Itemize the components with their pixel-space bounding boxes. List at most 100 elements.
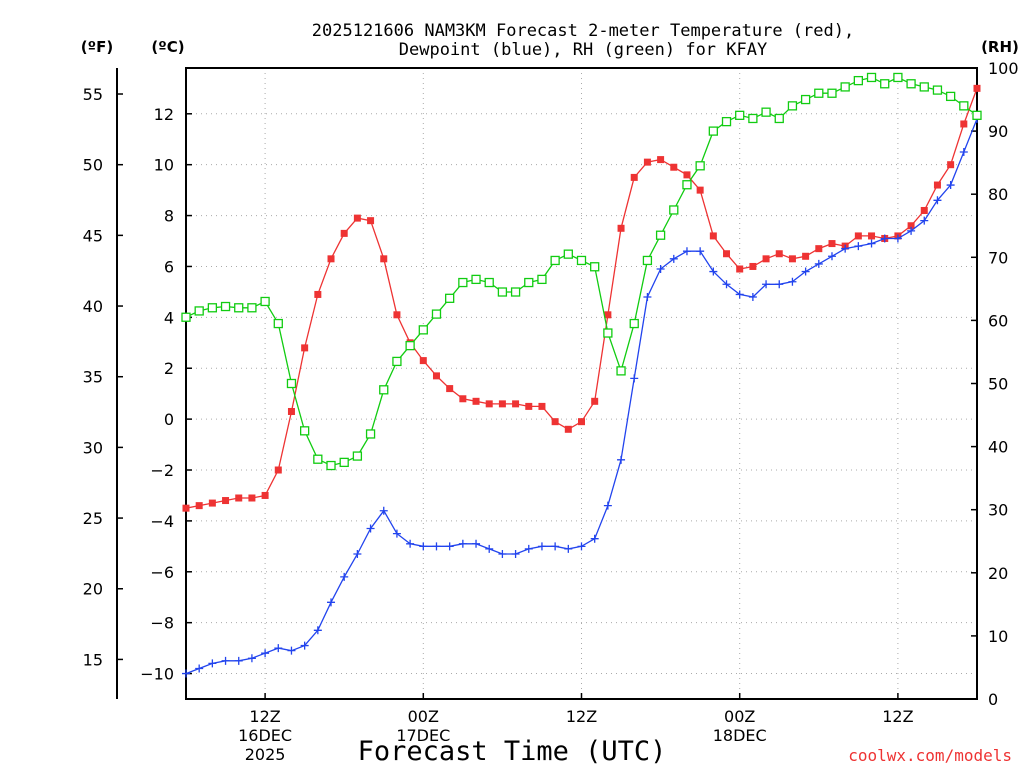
rh-point: [247, 303, 257, 313]
celsius-tick-label: 2: [164, 359, 174, 378]
temperature-point: [868, 232, 876, 240]
rh-point: [339, 457, 349, 468]
rh-point: [655, 230, 666, 240]
rh-point: [827, 88, 837, 98]
chart-title-line1: 2025121606 NAM3KM Forecast 2-meter Tempe…: [312, 21, 854, 41]
dewpoint-point: [524, 544, 533, 553]
rh-point: [761, 107, 771, 117]
dewpoint-point: [208, 659, 217, 668]
temperature-point: [274, 466, 282, 474]
fahrenheit-axis: 15 20 25 30 35 40 45 50 55: [83, 85, 123, 669]
fahrenheit-tick-label: 15: [83, 650, 103, 669]
dewpoint-point: [274, 644, 283, 653]
rh-point: [405, 340, 415, 351]
temperature-point: [657, 156, 665, 164]
rh-point: [458, 277, 468, 288]
celsius-tick-label: 4: [164, 308, 174, 327]
temperature-point: [498, 400, 506, 408]
dewpoint-point: [880, 234, 889, 243]
temperature-point: [643, 158, 651, 166]
celsius-tick-label: 8: [164, 207, 174, 226]
dewpoint-point: [406, 539, 415, 548]
temperature-point: [446, 385, 454, 393]
dewpoint-point: [537, 542, 546, 551]
rh-point: [735, 110, 745, 120]
rh-point: [682, 180, 692, 190]
dewpoint-point: [182, 669, 190, 678]
dewpoint-point: [353, 549, 362, 558]
dewpoint-point: [498, 549, 507, 558]
dewpoint-point: [603, 501, 612, 510]
time-tick-label: 12Z: [566, 707, 597, 726]
time-tick-label: 12Z: [249, 707, 280, 726]
dewpoint-point: [234, 656, 243, 665]
rh-tick-label: 80: [988, 185, 1008, 204]
temperature-point: [564, 425, 572, 433]
temperature-point: [248, 494, 256, 502]
rh-point: [880, 79, 890, 89]
rh-point: [919, 82, 929, 92]
rh-point: [642, 255, 653, 266]
rh-point: [510, 287, 521, 297]
grid-lines: [186, 68, 977, 699]
rh-point: [603, 328, 613, 338]
rh-tick-label: 50: [988, 375, 1008, 394]
fahrenheit-tick-label: 50: [83, 156, 103, 175]
rh-point: [326, 460, 336, 471]
dewpoint-point: [617, 455, 626, 464]
dewpoint-point: [432, 542, 441, 551]
temperature-point: [419, 357, 427, 365]
celsius-axis: −10 −8 −6 −4 −2 0 2 4 6 8 10 12: [140, 105, 192, 684]
dewpoint-point: [669, 254, 678, 263]
rh-tick-label: 0: [988, 690, 998, 709]
year-tick-label: 2025: [245, 745, 286, 764]
temperature-point: [287, 407, 295, 415]
dewpoint-point: [366, 524, 375, 533]
temperature-point: [208, 499, 216, 507]
rh-point: [537, 274, 547, 285]
dewpoint-point: [379, 506, 388, 515]
dewpoint-point: [748, 292, 757, 301]
rh-point: [932, 85, 943, 95]
temperature-point: [947, 161, 955, 169]
dewpoint-point: [261, 649, 270, 658]
dewpoint-point: [247, 654, 256, 663]
celsius-tick-label: −4: [150, 512, 174, 531]
temperature-point: [736, 265, 744, 273]
rh-point: [497, 287, 508, 297]
temperature-point: [591, 397, 599, 405]
dewpoint-point: [485, 544, 494, 553]
rh-point: [866, 72, 877, 83]
dewpoint-point: [577, 542, 586, 551]
rh-tick-label: 20: [988, 564, 1008, 583]
rh-point: [906, 79, 916, 89]
temperature-point: [788, 255, 796, 263]
chart-title-line2: Dewpoint (blue), RH (green) for KFAY: [399, 40, 767, 60]
dewpoint-point: [472, 539, 481, 548]
rh-point: [524, 277, 534, 288]
rh-point: [721, 116, 732, 127]
rh-point: [893, 72, 903, 83]
dewpoint-point: [195, 664, 204, 673]
rh-point: [616, 366, 626, 376]
rh-point: [748, 113, 758, 124]
dewpoint-point: [788, 277, 797, 286]
temperature-point: [723, 250, 731, 258]
dewpoint-point: [854, 242, 863, 251]
dewpoint-point: [419, 542, 428, 551]
rh-point: [220, 301, 231, 312]
date-tick-label: 16DEC: [238, 726, 292, 745]
rh-point: [814, 88, 824, 98]
dewpoint-point: [551, 542, 560, 551]
temperature-point: [182, 504, 190, 512]
dewpoint-point: [762, 280, 771, 289]
rh-point: [365, 429, 376, 439]
dewpoint-point: [709, 267, 718, 276]
rh-point: [695, 161, 705, 171]
celsius-tick-label: 10: [154, 156, 174, 175]
rh-point: [313, 454, 323, 464]
dewpoint-point: [300, 641, 309, 650]
temperature-point: [920, 206, 928, 214]
temperature-point: [802, 252, 810, 260]
